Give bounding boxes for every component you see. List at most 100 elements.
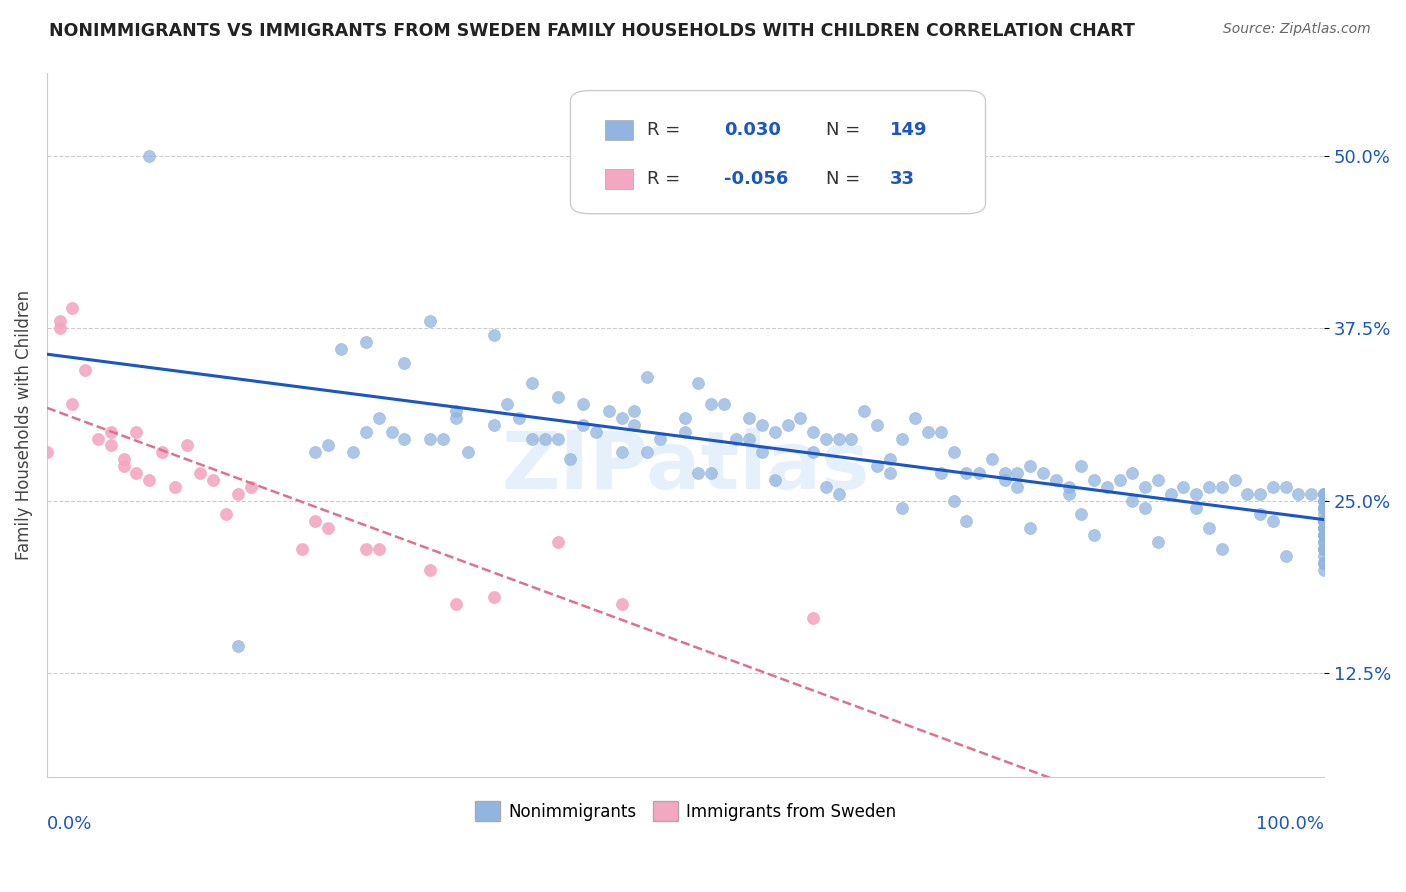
Point <box>713 397 735 411</box>
Point <box>1223 473 1246 487</box>
Point <box>610 445 633 459</box>
Point <box>1032 466 1054 480</box>
Point <box>879 466 901 480</box>
Point <box>35 445 58 459</box>
Point <box>891 500 914 515</box>
Point <box>700 466 723 480</box>
Point <box>138 149 160 163</box>
Point <box>495 397 517 411</box>
Point <box>827 487 849 501</box>
Point <box>520 432 543 446</box>
Point <box>904 411 927 425</box>
Point <box>1045 473 1067 487</box>
Point <box>814 432 837 446</box>
Point <box>1160 487 1182 501</box>
Point <box>891 432 914 446</box>
Point <box>240 480 263 494</box>
Point <box>955 515 977 529</box>
Point <box>967 466 990 480</box>
Point <box>125 466 148 480</box>
Point <box>572 397 595 411</box>
Point <box>201 473 224 487</box>
Point <box>980 452 1002 467</box>
Point <box>304 515 326 529</box>
Point <box>304 445 326 459</box>
Text: N =: N = <box>825 170 860 188</box>
Point <box>381 425 404 439</box>
FancyBboxPatch shape <box>571 91 986 214</box>
Point <box>1313 528 1336 542</box>
Point <box>1198 480 1220 494</box>
Text: N =: N = <box>825 121 860 139</box>
Point <box>316 521 339 535</box>
Point <box>776 417 799 432</box>
Point <box>1211 480 1233 494</box>
Point <box>917 425 939 439</box>
Point <box>1313 515 1336 529</box>
Point <box>929 425 952 439</box>
Point <box>75 362 97 376</box>
Point <box>291 541 314 556</box>
Text: Source: ZipAtlas.com: Source: ZipAtlas.com <box>1223 22 1371 37</box>
Point <box>100 425 122 439</box>
Point <box>879 452 901 467</box>
Point <box>1133 500 1156 515</box>
Text: 33: 33 <box>890 170 915 188</box>
Point <box>48 321 70 335</box>
Point <box>623 417 645 432</box>
Point <box>1147 535 1170 549</box>
Point <box>176 438 198 452</box>
Point <box>1313 549 1336 563</box>
Point <box>1236 487 1258 501</box>
Point <box>1313 493 1336 508</box>
Point <box>1313 515 1336 529</box>
Point <box>444 404 467 418</box>
Point <box>150 445 173 459</box>
Point <box>1313 515 1336 529</box>
FancyBboxPatch shape <box>605 169 633 189</box>
Point <box>1313 535 1336 549</box>
Point <box>1185 487 1208 501</box>
Point <box>87 432 110 446</box>
Point <box>560 452 582 467</box>
Point <box>1313 541 1336 556</box>
Point <box>738 432 761 446</box>
Point <box>827 432 849 446</box>
Text: -0.056: -0.056 <box>724 170 789 188</box>
Point <box>1019 521 1042 535</box>
Point <box>1070 508 1092 522</box>
Text: R =: R = <box>647 121 681 139</box>
Point <box>1083 473 1105 487</box>
Point <box>1057 487 1080 501</box>
Point <box>1313 541 1336 556</box>
Point <box>673 411 696 425</box>
Point <box>62 301 84 315</box>
Point <box>457 445 479 459</box>
Text: ZIPatlas: ZIPatlas <box>502 428 869 506</box>
Point <box>444 597 467 611</box>
Point <box>1121 493 1143 508</box>
Point <box>1121 466 1143 480</box>
Point <box>354 334 377 349</box>
Point <box>1313 515 1336 529</box>
Point <box>112 459 135 474</box>
Point <box>1313 508 1336 522</box>
Point <box>841 432 863 446</box>
Point <box>1108 473 1130 487</box>
Point <box>482 417 505 432</box>
Point <box>482 328 505 343</box>
Point <box>814 480 837 494</box>
Point <box>342 445 364 459</box>
Point <box>329 342 352 356</box>
Point <box>636 369 658 384</box>
Point <box>547 535 569 549</box>
Point <box>1313 500 1336 515</box>
Point <box>866 459 889 474</box>
Point <box>994 473 1017 487</box>
Point <box>228 639 250 653</box>
Point <box>1019 459 1042 474</box>
Point <box>789 411 811 425</box>
Point <box>520 376 543 391</box>
Point <box>1070 459 1092 474</box>
Point <box>1211 541 1233 556</box>
